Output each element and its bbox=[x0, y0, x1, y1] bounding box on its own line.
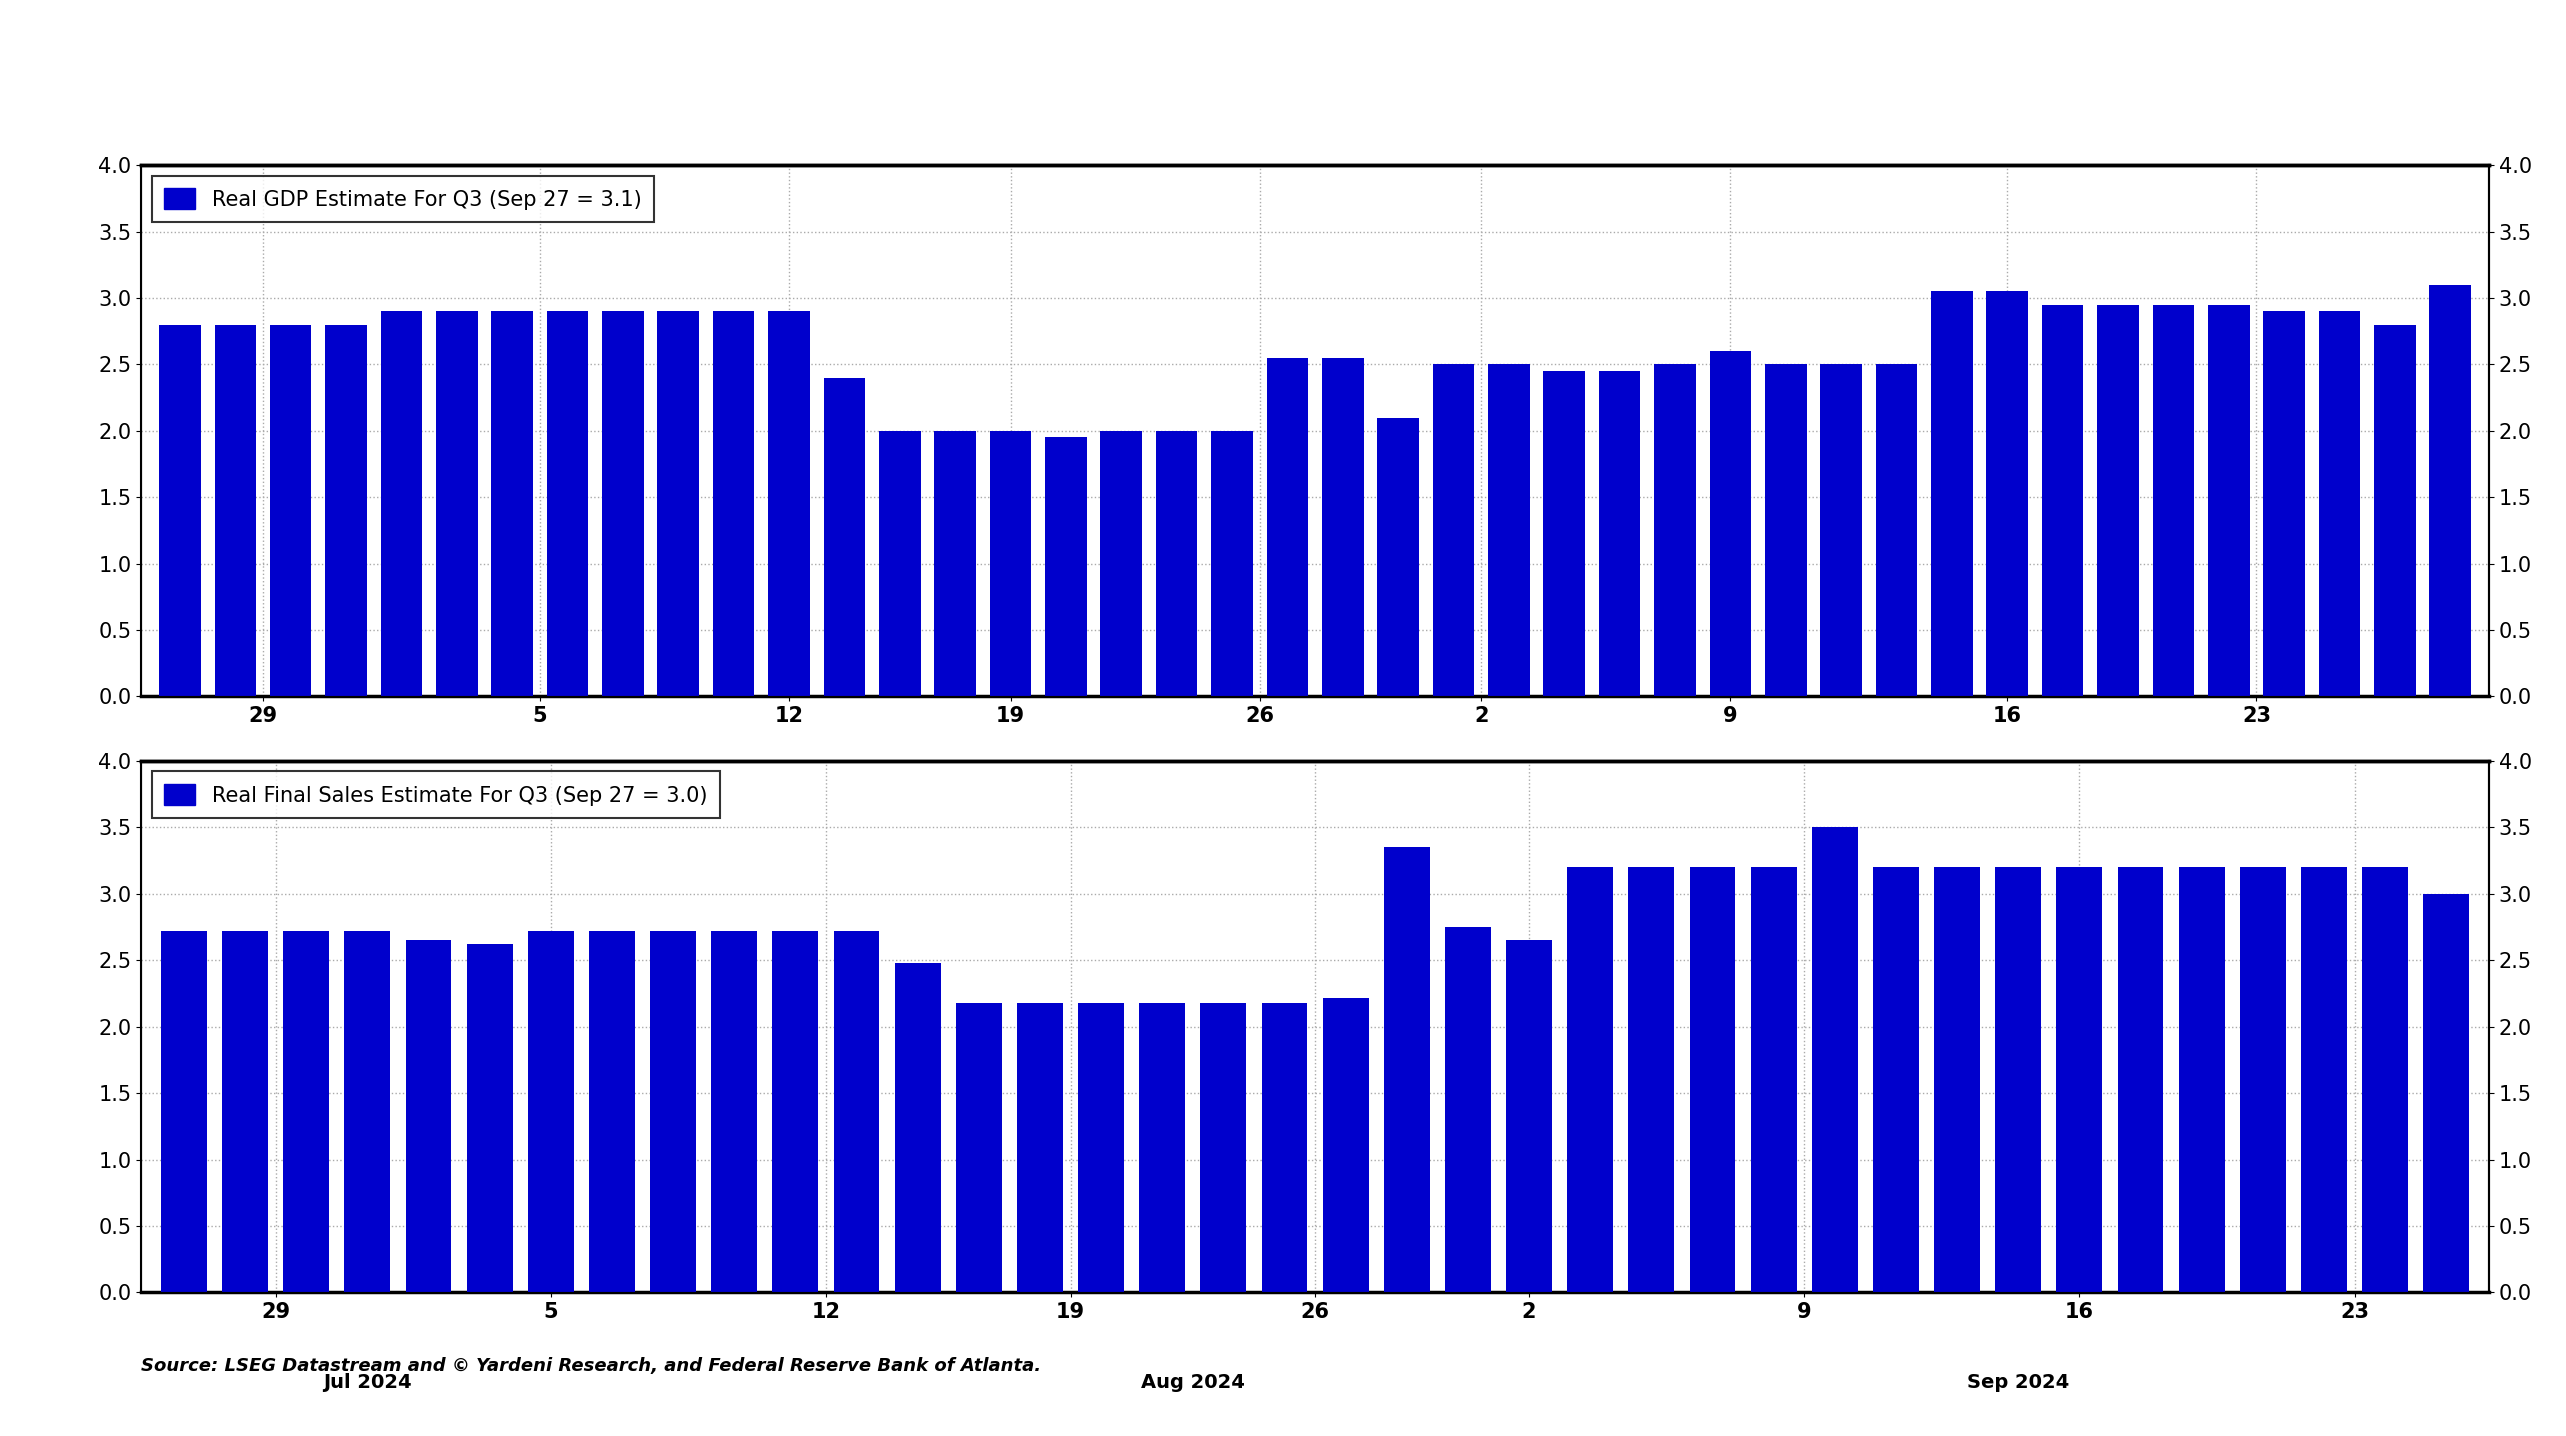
Bar bbox=[1655, 365, 1696, 696]
Text: Sep 2024: Sep 2024 bbox=[1968, 1373, 2068, 1391]
Bar bbox=[1750, 867, 1796, 1292]
Bar bbox=[1201, 1002, 1247, 1292]
Bar bbox=[467, 945, 513, 1292]
Bar bbox=[1016, 1002, 1062, 1292]
Bar bbox=[657, 312, 698, 696]
Bar bbox=[1321, 998, 1368, 1292]
Bar bbox=[649, 931, 695, 1292]
Legend: Real GDP Estimate For Q3 (Sep 27 = 3.1): Real GDP Estimate For Q3 (Sep 27 = 3.1) bbox=[151, 175, 654, 223]
Bar bbox=[1932, 292, 1973, 696]
Bar bbox=[590, 931, 634, 1292]
Bar bbox=[772, 931, 819, 1292]
Bar bbox=[344, 931, 390, 1292]
Bar bbox=[990, 431, 1032, 696]
Bar bbox=[2363, 867, 2407, 1292]
Text: Aug 2024: Aug 2024 bbox=[1098, 777, 1201, 796]
Bar bbox=[2043, 304, 2084, 696]
Bar bbox=[1101, 431, 1142, 696]
Bar bbox=[1688, 867, 1735, 1292]
Text: Jul 2024: Jul 2024 bbox=[303, 777, 390, 796]
Text: Jul 2024: Jul 2024 bbox=[323, 1373, 411, 1391]
Bar bbox=[1262, 1002, 1309, 1292]
Bar bbox=[713, 312, 754, 696]
Bar bbox=[380, 312, 423, 696]
Bar bbox=[1765, 365, 1806, 696]
Bar bbox=[2207, 304, 2250, 696]
Bar bbox=[269, 325, 310, 696]
Bar bbox=[2179, 867, 2225, 1292]
Bar bbox=[1321, 358, 1363, 696]
Bar bbox=[1378, 418, 1419, 696]
Bar bbox=[767, 312, 811, 696]
Bar bbox=[2153, 304, 2194, 696]
Bar bbox=[1383, 847, 1429, 1292]
Bar bbox=[1506, 941, 1552, 1292]
Bar bbox=[547, 312, 588, 696]
Bar bbox=[436, 312, 477, 696]
Bar bbox=[282, 931, 328, 1292]
Bar bbox=[1709, 352, 1750, 696]
Bar bbox=[1629, 867, 1673, 1292]
Bar bbox=[1996, 867, 2040, 1292]
Bar bbox=[405, 941, 452, 1292]
Bar bbox=[1432, 365, 1475, 696]
Bar bbox=[2320, 312, 2361, 696]
Bar bbox=[957, 1002, 1001, 1292]
Bar bbox=[2430, 284, 2471, 696]
Text: ATLANTA FED GDPNOW ESTIMATE FOR Q3-2024: ATLANTA FED GDPNOW ESTIMATE FOR Q3-2024 bbox=[172, 46, 1060, 79]
Bar bbox=[1819, 365, 1863, 696]
Bar bbox=[326, 325, 367, 696]
Bar bbox=[1139, 1002, 1185, 1292]
Bar bbox=[1568, 867, 1614, 1292]
Bar bbox=[880, 431, 921, 696]
Bar bbox=[2302, 867, 2348, 1292]
Bar bbox=[216, 325, 257, 696]
Bar bbox=[1044, 438, 1085, 696]
Bar bbox=[1986, 292, 2027, 696]
Bar bbox=[1873, 867, 1919, 1292]
Bar bbox=[1078, 1002, 1124, 1292]
Bar bbox=[603, 312, 644, 696]
Bar bbox=[1545, 370, 1586, 696]
Bar bbox=[1155, 431, 1198, 696]
Bar bbox=[1935, 867, 1981, 1292]
Bar bbox=[1268, 358, 1309, 696]
Bar bbox=[159, 325, 200, 696]
Bar bbox=[2240, 867, 2286, 1292]
Bar bbox=[896, 964, 942, 1292]
Bar bbox=[2117, 867, 2163, 1292]
Bar bbox=[223, 931, 267, 1292]
Bar bbox=[490, 312, 534, 696]
Text: Sep 2024: Sep 2024 bbox=[1930, 777, 2030, 796]
Bar bbox=[824, 378, 865, 696]
Text: (quarterly percent change, saar): (quarterly percent change, saar) bbox=[400, 119, 831, 145]
Bar bbox=[1445, 928, 1491, 1292]
Bar bbox=[529, 931, 575, 1292]
Bar bbox=[1812, 827, 1858, 1292]
Text: Source: LSEG Datastream and © Yardeni Research, and Federal Reserve Bank of Atla: Source: LSEG Datastream and © Yardeni Re… bbox=[141, 1357, 1042, 1376]
Bar bbox=[711, 931, 757, 1292]
Bar bbox=[2422, 893, 2468, 1292]
Bar bbox=[2263, 312, 2304, 696]
Bar bbox=[2096, 304, 2140, 696]
Bar bbox=[1599, 370, 1640, 696]
Bar bbox=[162, 931, 208, 1292]
Bar bbox=[2374, 325, 2415, 696]
Bar bbox=[2055, 867, 2102, 1292]
Bar bbox=[1876, 365, 1917, 696]
Bar bbox=[834, 931, 880, 1292]
Legend: Real Final Sales Estimate For Q3 (Sep 27 = 3.0): Real Final Sales Estimate For Q3 (Sep 27… bbox=[151, 771, 721, 819]
Bar bbox=[934, 431, 975, 696]
Text: Aug 2024: Aug 2024 bbox=[1142, 1373, 1245, 1391]
Bar bbox=[1488, 365, 1529, 696]
Bar bbox=[1211, 431, 1252, 696]
